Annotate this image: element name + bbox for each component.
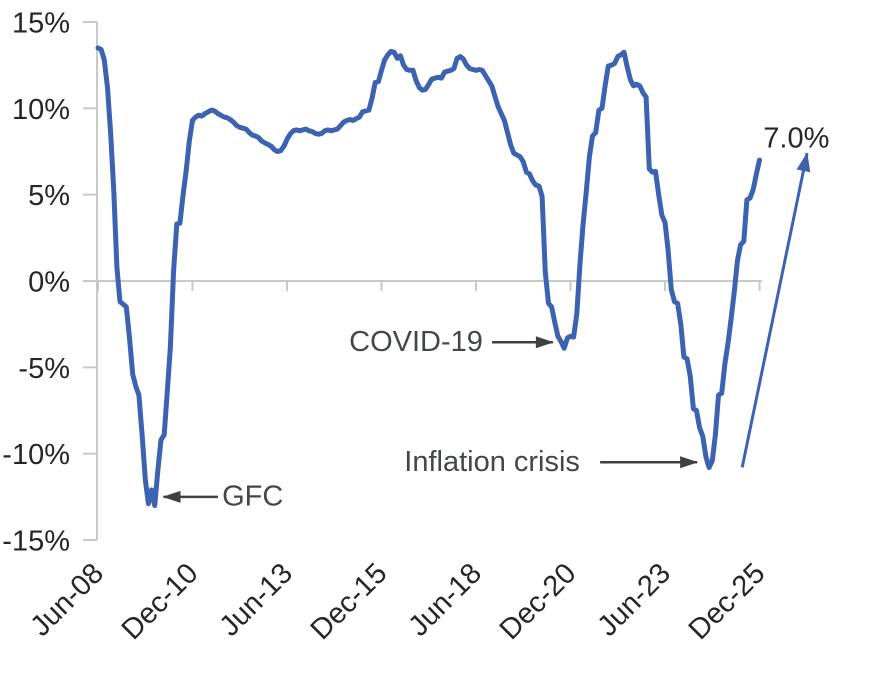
x-tick-label-5: Dec-20	[494, 557, 583, 646]
x-tick-label-6: Jun-23	[592, 557, 677, 642]
y-tick-label-0: 15%	[12, 8, 70, 40]
x-tick-label-0: Jun-08	[25, 557, 110, 642]
x-tick-label-7: Dec-25	[683, 557, 772, 646]
series-layer	[95, 45, 762, 508]
annotation-label-final-value: 7.0%	[763, 122, 829, 154]
annotation-label-covid: COVID-19	[349, 326, 483, 358]
y-tick-label-3: 0%	[28, 267, 70, 299]
y-tick-label-6: -15%	[2, 526, 70, 558]
x-tick-label-2: Jun-13	[214, 557, 299, 642]
x-tick-label-3: Dec-15	[305, 557, 394, 646]
annotation-label-inflation-crisis: Inflation crisis	[404, 446, 580, 478]
annotation-arrow-final-value	[740, 152, 811, 468]
x-tick-label-1: Dec-10	[116, 557, 205, 646]
annotations-layer: GFC COVID-19 Inflation crisis 7.0%	[162, 122, 829, 513]
data-line-annual-growth-pct	[95, 45, 762, 508]
y-tick-label-4: -5%	[18, 353, 70, 385]
annotation-label-gfc: GFC	[222, 481, 283, 513]
y-tick-label-2: 5%	[28, 180, 70, 212]
y-tick-label-1: 10%	[12, 94, 70, 126]
x-tick-label-4: Jun-18	[403, 557, 488, 642]
y-tick-label-5: -10%	[2, 439, 70, 471]
